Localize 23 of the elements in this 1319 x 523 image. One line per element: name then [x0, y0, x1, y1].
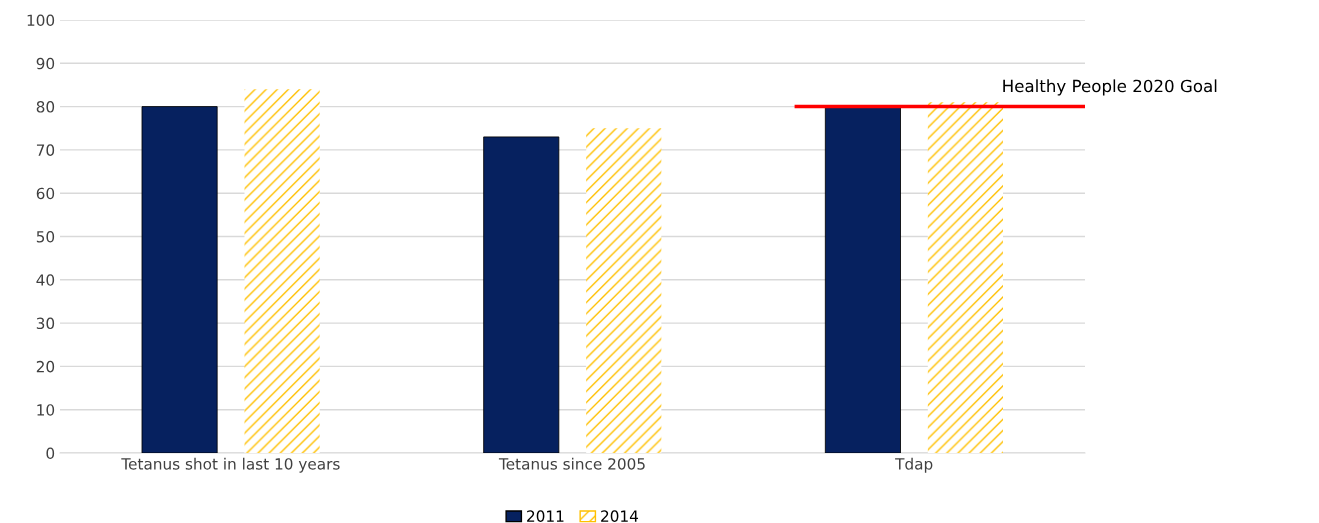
y-tick-label: 0	[46, 447, 55, 460]
y-tick-label: 90	[36, 57, 55, 70]
bar	[824, 106, 901, 453]
bar	[141, 106, 218, 453]
bar	[927, 102, 1003, 453]
y-tick-label: 10	[37, 404, 55, 416]
ref-line-label: Healthy People 2020 Goal	[1003, 79, 1217, 96]
bar	[483, 136, 560, 453]
y-tick-label: 60	[36, 187, 55, 200]
y-tick-label: 50	[36, 230, 55, 243]
y-tick-label: 40	[36, 274, 55, 286]
y-tick-label: 80	[36, 101, 55, 113]
bar	[244, 89, 320, 453]
x-tick-label: Tetanus since 2005	[498, 457, 645, 470]
bar	[586, 128, 662, 453]
x-tick-label: Tetanus shot in last 10 years	[121, 457, 340, 473]
x-tick-label: Tdap	[895, 457, 933, 473]
legend-label: 2011	[527, 510, 564, 522]
y-tick-label: 70	[36, 144, 55, 156]
y-tick-label: 30	[36, 317, 55, 330]
y-tick-label: 100	[27, 14, 55, 27]
legend-label: 2014	[601, 510, 639, 522]
y-tick-label: 20	[36, 360, 55, 373]
